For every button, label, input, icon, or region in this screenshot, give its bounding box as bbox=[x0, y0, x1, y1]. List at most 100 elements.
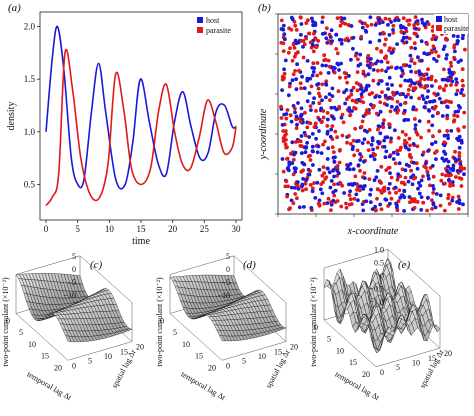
panel-b-point-parasite bbox=[336, 89, 341, 94]
panel-b-point-host bbox=[300, 74, 304, 79]
panel-b-point-host bbox=[307, 91, 312, 95]
panel-b-point-host bbox=[339, 41, 344, 46]
panel-b-point-host bbox=[460, 87, 464, 92]
panel-b-point-host bbox=[293, 186, 297, 190]
panel-b-point-parasite bbox=[367, 111, 371, 115]
panel-e-spatial-tick-label: 15 bbox=[428, 354, 436, 363]
panel-b-point-host bbox=[305, 99, 310, 104]
panel-b-point-host bbox=[455, 41, 460, 46]
panel-b-point-host bbox=[317, 129, 321, 133]
panel-b-point-host bbox=[339, 115, 344, 120]
panel-b-point-host bbox=[387, 125, 392, 130]
panel-b-point-host bbox=[419, 58, 424, 63]
panel-b-point-parasite bbox=[399, 180, 404, 185]
panel-b-point-host bbox=[333, 188, 338, 193]
panel-b-point-host bbox=[396, 172, 400, 177]
panel-b-point-parasite bbox=[385, 60, 390, 65]
panel-b-point-host bbox=[440, 156, 445, 161]
panel-b-point-parasite bbox=[430, 37, 435, 42]
panel-d-z-tick-label: 0 bbox=[226, 265, 230, 274]
panel-b-point-parasite bbox=[357, 82, 362, 87]
panel-b-point-parasite bbox=[431, 190, 436, 195]
panel-b-point-host bbox=[421, 97, 426, 101]
panel-b-point-parasite bbox=[452, 55, 456, 60]
panel-b-point-host bbox=[442, 143, 447, 148]
panel-b-point-host bbox=[447, 67, 452, 72]
panel-b-point-host bbox=[339, 61, 343, 66]
panel-b-point-parasite bbox=[391, 47, 396, 51]
panel-b-point-host bbox=[442, 44, 447, 49]
panel-b-point-parasite bbox=[426, 22, 431, 27]
panel-b-point-host bbox=[311, 149, 315, 154]
panel-b-point-host bbox=[409, 95, 413, 100]
panel-b-point-host bbox=[355, 139, 359, 144]
panel-a-legend-parasite-swatch bbox=[197, 27, 203, 33]
panel-e-temporal-axis-label: temporal lag Δt bbox=[334, 370, 382, 403]
panel-b-point-host bbox=[371, 68, 376, 72]
panel-b-point-parasite bbox=[460, 78, 465, 83]
panel-b-point-host bbox=[304, 145, 309, 149]
panel-b-point-parasite bbox=[396, 136, 401, 140]
panel-b-point-parasite bbox=[388, 109, 393, 114]
panel-b-point-host bbox=[282, 32, 287, 37]
panel-b-point-parasite bbox=[285, 194, 289, 199]
panel-b-point-parasite bbox=[381, 30, 385, 35]
panel-a-x-tick-label: 0 bbox=[44, 224, 49, 234]
panel-b-point-host bbox=[419, 39, 424, 44]
panel-b-point-host bbox=[377, 38, 382, 43]
panel-b-point-host bbox=[389, 104, 394, 109]
panel-c-z-tick-label: −10 bbox=[63, 291, 76, 300]
panel-a-series bbox=[45, 25, 237, 207]
panel-b-point-parasite bbox=[372, 104, 376, 108]
panel-b-point-host bbox=[347, 106, 352, 110]
panel-b-point-host bbox=[302, 130, 307, 135]
panel-b-point-parasite bbox=[419, 76, 424, 81]
panel-c-temporal-tick-label: 0 bbox=[6, 317, 10, 326]
panel-d-temporal-tick-label: 0 bbox=[160, 317, 164, 326]
panel-b-point-host bbox=[442, 149, 446, 154]
panel-c-z-axis-label: two-point cumulant (×10⁻²) bbox=[1, 277, 10, 367]
panel-b-point-host bbox=[449, 129, 454, 133]
panel-b-point-host bbox=[310, 16, 314, 21]
panel-b-point-host bbox=[368, 200, 373, 205]
panel-b-point-host bbox=[375, 59, 380, 63]
panel-b-point-parasite bbox=[407, 136, 412, 141]
panel-b-point-parasite bbox=[308, 121, 313, 126]
panel-b-point-host bbox=[450, 198, 455, 203]
panel-b-point-parasite bbox=[315, 73, 320, 78]
panel-b-point-parasite bbox=[433, 79, 438, 83]
panel-b-point-host bbox=[368, 192, 372, 197]
panel-b-point-parasite bbox=[430, 50, 434, 55]
panel-b-point-host bbox=[433, 140, 438, 145]
panel-b-point-host bbox=[396, 18, 401, 22]
panel-b-point-host bbox=[302, 86, 307, 91]
panel-b-point-parasite bbox=[380, 90, 384, 94]
panel-b-point-parasite bbox=[415, 132, 420, 137]
panel-b-point-host bbox=[344, 88, 349, 92]
panel-b-point-host bbox=[446, 78, 450, 83]
panel-b-point-host bbox=[456, 109, 461, 114]
panel-b-point-host bbox=[293, 169, 298, 174]
panel-b-point-parasite bbox=[347, 95, 351, 99]
panel-b-point-parasite bbox=[367, 177, 372, 182]
panel-b-point-parasite bbox=[354, 100, 359, 105]
panel-b-point-host bbox=[360, 141, 365, 146]
panel-b-point-host bbox=[354, 192, 359, 197]
panel-b-point-parasite bbox=[322, 201, 327, 206]
panel-b-point-parasite bbox=[380, 68, 384, 73]
panel-b-point-host bbox=[330, 39, 334, 43]
panel-b-point-parasite bbox=[414, 32, 418, 36]
panel-b-point-host bbox=[400, 193, 405, 198]
panel-a-x-tick-label: 10 bbox=[105, 224, 115, 234]
panel-b-point-parasite bbox=[346, 23, 351, 27]
panel-b-point-host bbox=[313, 21, 318, 26]
panel-b-point-host bbox=[299, 22, 304, 26]
panel-label-c: (c) bbox=[90, 259, 103, 271]
panel-b-point-host bbox=[384, 198, 389, 202]
panel-b-point-parasite bbox=[335, 199, 340, 203]
panel-b-point-host bbox=[328, 185, 333, 190]
panel-b-point-host bbox=[280, 88, 284, 92]
panel-b-point-parasite bbox=[438, 85, 442, 90]
panel-b-point-host bbox=[283, 58, 288, 63]
panel-b-point-parasite bbox=[445, 129, 450, 133]
